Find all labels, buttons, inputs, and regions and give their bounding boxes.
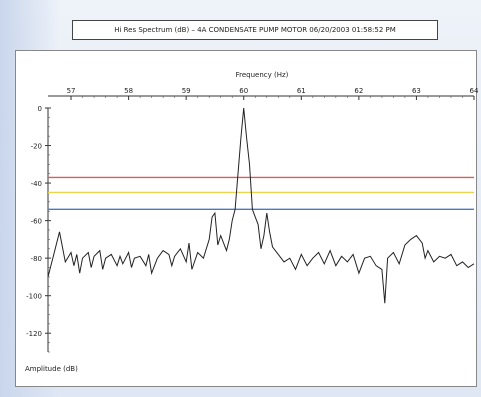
y-tick-label: -40 xyxy=(31,180,42,188)
y-tick-label: -120 xyxy=(26,330,42,338)
chart-title: Hi Res Spectrum (dB) – 4A CONDENSATE PUM… xyxy=(72,20,438,40)
axes-layer: 57 58 59 60 61 62 63 64 0 -20 -40 -60 -80 -100 -120 xyxy=(26,87,479,353)
y-tick-label: -60 xyxy=(31,218,42,226)
plot-frame xyxy=(15,50,477,387)
y-tick-label: 0 xyxy=(38,105,42,113)
spectrum-series-line xyxy=(47,107,475,304)
x-tick-label: 60 xyxy=(239,87,248,95)
series-layer xyxy=(47,107,475,304)
x-tick-label: 58 xyxy=(124,87,133,95)
threshold-layer xyxy=(48,176,474,211)
y-tick-label: -80 xyxy=(31,255,42,263)
x-tick-label: 63 xyxy=(412,87,421,95)
x-tick-label: 57 xyxy=(67,87,76,95)
x-tick-label: 62 xyxy=(354,87,363,95)
y-axis-label: Amplitude (dB) xyxy=(25,365,78,373)
x-tick-label: 61 xyxy=(297,87,306,95)
x-tick-label: 59 xyxy=(182,87,191,95)
y-tick-label: -20 xyxy=(31,143,42,151)
x-tick-label: 64 xyxy=(470,87,479,95)
x-axis-label: Frequency (Hz) xyxy=(236,71,289,79)
y-tick-label: -100 xyxy=(26,293,42,301)
